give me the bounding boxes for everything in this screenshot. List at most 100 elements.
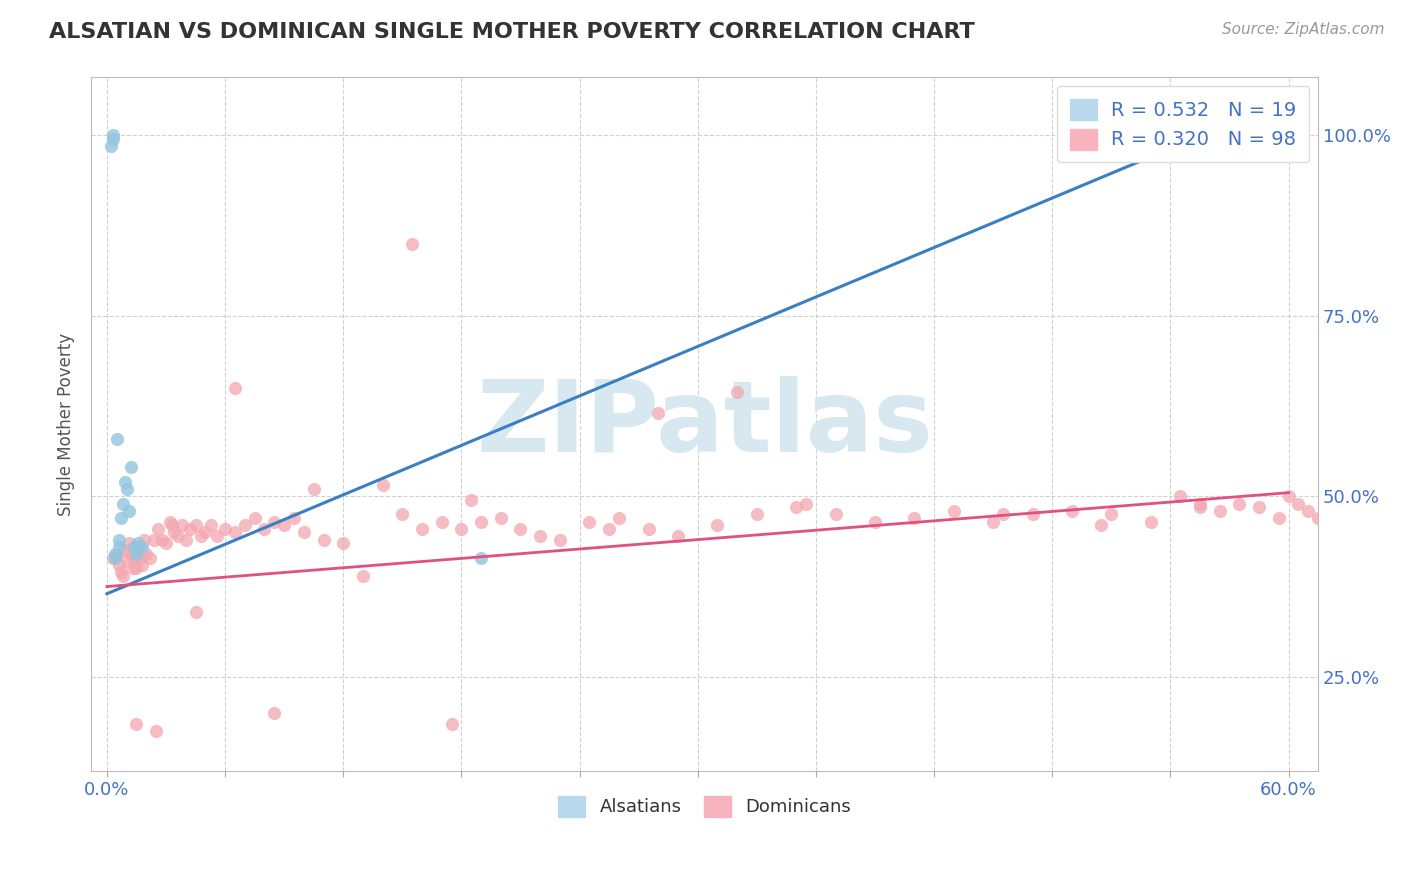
Point: [214, 522, 236, 536]
Point: [160, 518, 183, 533]
Point: [794, 496, 817, 510]
Point: [647, 406, 669, 420]
Point: [509, 522, 531, 536]
Point: [200, 518, 222, 533]
Point: [170, 518, 193, 533]
Point: [159, 515, 181, 529]
Point: [110, 565, 132, 579]
Point: [1288, 496, 1310, 510]
Point: [460, 492, 482, 507]
Point: [352, 568, 374, 582]
Point: [163, 525, 186, 540]
Point: [991, 508, 1014, 522]
Point: [548, 533, 571, 547]
Point: [529, 529, 551, 543]
Point: [104, 547, 127, 561]
Point: [440, 716, 463, 731]
Point: [117, 536, 139, 550]
Point: [1208, 504, 1230, 518]
Point: [115, 482, 138, 496]
Point: [1298, 504, 1320, 518]
Text: ZIPatlas: ZIPatlas: [477, 376, 934, 473]
Point: [125, 547, 148, 561]
Point: [607, 511, 630, 525]
Point: [302, 482, 325, 496]
Point: [101, 550, 124, 565]
Point: [115, 554, 138, 568]
Point: [401, 236, 423, 251]
Point: [450, 522, 472, 536]
Text: ALSATIAN VS DOMINICAN SINGLE MOTHER POVERTY CORRELATION CHART: ALSATIAN VS DOMINICAN SINGLE MOTHER POVE…: [49, 22, 974, 42]
Point: [263, 515, 285, 529]
Point: [598, 522, 620, 536]
Point: [253, 522, 276, 536]
Point: [578, 515, 600, 529]
Point: [1308, 511, 1330, 525]
Point: [1099, 508, 1122, 522]
Point: [131, 540, 153, 554]
Point: [1021, 508, 1043, 522]
Point: [1060, 504, 1083, 518]
Text: Source: ZipAtlas.com: Source: ZipAtlas.com: [1222, 22, 1385, 37]
Point: [371, 478, 394, 492]
Point: [706, 518, 728, 533]
Point: [430, 515, 453, 529]
Point: [863, 515, 886, 529]
Point: [120, 547, 142, 561]
Point: [224, 525, 246, 540]
Point: [666, 529, 689, 543]
Point: [127, 536, 149, 550]
Point: [111, 568, 134, 582]
Legend: Alsatians, Dominicans: Alsatians, Dominicans: [551, 789, 858, 824]
Point: [745, 508, 768, 522]
Point: [125, 716, 148, 731]
Point: [104, 550, 127, 565]
Point: [139, 550, 162, 565]
Point: [105, 547, 128, 561]
Point: [1168, 489, 1191, 503]
Point: [263, 706, 285, 720]
Point: [190, 529, 212, 543]
Point: [470, 550, 492, 565]
Point: [981, 515, 1004, 529]
Point: [101, 128, 124, 143]
Point: [205, 529, 228, 543]
Point: [121, 561, 143, 575]
Point: [332, 536, 354, 550]
Point: [114, 543, 136, 558]
Point: [120, 460, 142, 475]
Point: [105, 432, 128, 446]
Point: [131, 558, 153, 572]
Point: [145, 723, 167, 738]
Point: [101, 132, 124, 146]
Point: [1090, 518, 1112, 533]
Point: [155, 536, 177, 550]
Point: [107, 533, 129, 547]
Point: [411, 522, 433, 536]
Point: [125, 561, 148, 575]
Point: [107, 540, 129, 554]
Point: [114, 475, 136, 489]
Point: [111, 496, 134, 510]
Point: [134, 533, 156, 547]
Point: [124, 550, 146, 565]
Point: [166, 529, 188, 543]
Point: [637, 522, 659, 536]
Point: [1188, 496, 1211, 510]
Point: [1277, 489, 1299, 503]
Point: [1227, 496, 1250, 510]
Point: [292, 525, 315, 540]
Point: [1267, 511, 1289, 525]
Point: [1247, 500, 1270, 515]
Point: [117, 504, 139, 518]
Point: [1139, 515, 1161, 529]
Point: [824, 508, 846, 522]
Point: [184, 518, 207, 533]
Point: [174, 533, 197, 547]
Y-axis label: Single Mother Poverty: Single Mother Poverty: [58, 333, 75, 516]
Point: [224, 381, 246, 395]
Point: [312, 533, 335, 547]
Point: [725, 384, 748, 399]
Point: [233, 518, 256, 533]
Point: [110, 511, 132, 525]
